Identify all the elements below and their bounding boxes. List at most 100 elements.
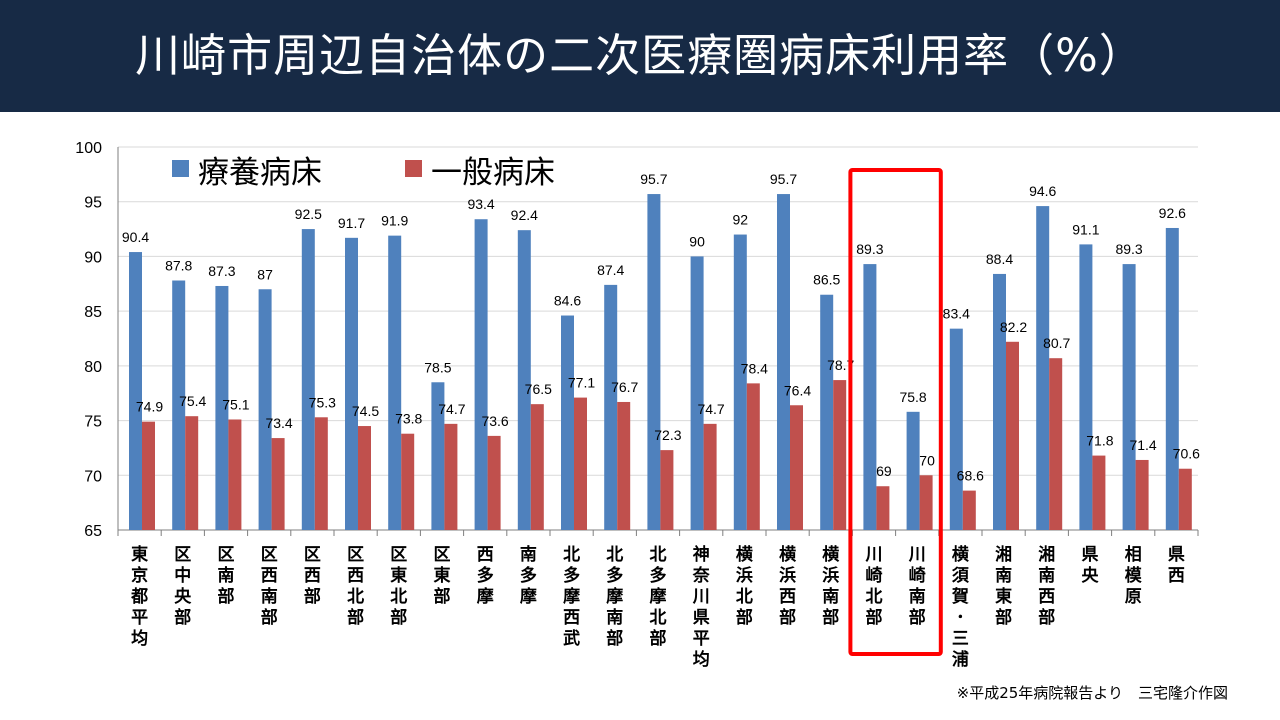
data-label-series1: 87 bbox=[257, 266, 273, 282]
data-label-series2: 75.4 bbox=[179, 393, 206, 409]
bar-series2 bbox=[962, 490, 976, 530]
bar-series2 bbox=[271, 438, 285, 530]
bar-series1 bbox=[215, 285, 229, 530]
category-label-char: 部 bbox=[261, 607, 278, 628]
category-label-char: 区 bbox=[218, 545, 235, 565]
data-label-series2: 76.5 bbox=[525, 381, 552, 397]
category-label-char: 南 bbox=[520, 544, 537, 565]
data-label-series1: 94.6 bbox=[1029, 183, 1056, 199]
source-note: ※平成25年病院報告より 三宅隆介作図 bbox=[956, 684, 1228, 702]
category-label-char: 浜 bbox=[822, 566, 839, 586]
category-label-char: 南 bbox=[606, 607, 623, 628]
bar-series2 bbox=[746, 383, 760, 530]
bar-series2 bbox=[790, 405, 803, 530]
bar-series1 bbox=[431, 382, 445, 530]
data-label-series2: 76.7 bbox=[611, 379, 638, 395]
data-label-series2: 69 bbox=[876, 463, 892, 479]
bar-series2 bbox=[1092, 455, 1106, 530]
category-label-char: 東 bbox=[995, 586, 1012, 607]
bar-series1 bbox=[1036, 206, 1050, 530]
category-label-char: 部 bbox=[909, 607, 926, 628]
category-label-char: 摩 bbox=[477, 586, 494, 607]
category-label-char: 原 bbox=[1125, 587, 1142, 607]
category-label-char: 部 bbox=[174, 607, 191, 628]
category-label-char: 都 bbox=[130, 586, 148, 607]
data-label-series1: 90 bbox=[689, 233, 705, 249]
category-label-char: 横 bbox=[952, 544, 969, 565]
bar-series1 bbox=[172, 280, 186, 530]
bar-series1 bbox=[777, 194, 790, 530]
category-label-char: 部 bbox=[218, 586, 235, 607]
category-label-char: 奈 bbox=[692, 565, 711, 586]
bar-series1 bbox=[949, 328, 963, 530]
category-label-char: 区 bbox=[304, 545, 321, 565]
data-label-series2: 73.8 bbox=[395, 411, 422, 427]
data-label-series1: 92.4 bbox=[511, 207, 538, 223]
category-label-char: 相 bbox=[1125, 544, 1142, 565]
data-label-series2: 70.6 bbox=[1173, 446, 1200, 462]
category-label-char: 区 bbox=[174, 545, 191, 565]
data-label-series2: 74.9 bbox=[136, 399, 163, 415]
title-bar bbox=[0, 0, 1280, 112]
category-label-char: 部 bbox=[779, 607, 796, 628]
category-label-char: 京 bbox=[131, 565, 148, 586]
category-label-char: 武 bbox=[563, 628, 580, 649]
data-label-series2: 68.6 bbox=[957, 468, 984, 484]
data-label-series2: 78.4 bbox=[741, 360, 768, 376]
category-label-char: 摩 bbox=[650, 586, 667, 607]
bar-series1 bbox=[388, 235, 402, 530]
bar-series1 bbox=[604, 284, 618, 530]
bar-series2 bbox=[919, 475, 933, 530]
bar-series1 bbox=[517, 230, 531, 530]
bar-series1 bbox=[1165, 227, 1179, 530]
data-label-series2: 71.8 bbox=[1086, 433, 1113, 449]
bar-series2 bbox=[401, 433, 415, 530]
bar-series1 bbox=[690, 256, 704, 530]
legend-label-series2: 一般病床 bbox=[431, 155, 555, 191]
bar-series2 bbox=[876, 486, 890, 530]
category-label-char: 川 bbox=[865, 545, 883, 565]
category-label-char: 部 bbox=[347, 607, 364, 628]
category-label-char: 東 bbox=[434, 565, 451, 586]
category-label-char: 南 bbox=[909, 586, 926, 607]
data-label-series1: 78.5 bbox=[424, 359, 451, 375]
category-label-char: 北 bbox=[650, 608, 667, 628]
bar-series2 bbox=[444, 423, 458, 530]
category-label-char: 湘 bbox=[995, 544, 1012, 565]
category-label-char: ･ bbox=[956, 608, 965, 628]
data-label-series1: 91.9 bbox=[381, 213, 408, 229]
legend-swatch-series1 bbox=[172, 160, 189, 177]
data-label-series2: 73.6 bbox=[481, 413, 508, 429]
bar-series2 bbox=[530, 404, 544, 530]
category-label-char: 南 bbox=[995, 565, 1012, 586]
bar-series1 bbox=[345, 237, 358, 530]
category-label-char: 部 bbox=[390, 607, 407, 628]
bar-series2 bbox=[833, 380, 847, 530]
category-label-char: 西 bbox=[261, 566, 278, 586]
data-label-series2: 70 bbox=[919, 452, 935, 468]
data-label-series1: 92.5 bbox=[295, 206, 322, 222]
category-label-char: 南 bbox=[218, 565, 235, 586]
category-label-char: 区 bbox=[261, 545, 278, 565]
category-label-char: 崎 bbox=[909, 565, 926, 586]
bar-series2 bbox=[1006, 341, 1019, 530]
data-label-series2: 77.1 bbox=[568, 375, 595, 391]
data-label-series1: 91.7 bbox=[338, 215, 365, 231]
data-label-series1: 75.8 bbox=[899, 389, 926, 405]
bar-series1 bbox=[561, 315, 574, 530]
bar-series1 bbox=[906, 411, 920, 530]
category-label-char: 部 bbox=[822, 607, 839, 628]
y-tick-label: 100 bbox=[75, 140, 102, 157]
category-label-char: 平 bbox=[693, 629, 710, 649]
bar-series1 bbox=[820, 294, 834, 530]
category-label-char: 北 bbox=[390, 587, 407, 607]
category-label-char: 西 bbox=[563, 608, 580, 628]
category-label-char: 西 bbox=[1038, 587, 1055, 607]
category-label-char: 川 bbox=[908, 545, 926, 565]
category-label-char: 東 bbox=[131, 544, 148, 565]
data-label-series2: 76.4 bbox=[784, 382, 811, 398]
bar-series1 bbox=[474, 219, 488, 531]
category-label-char: 川 bbox=[692, 587, 710, 607]
data-label-series1: 95.7 bbox=[770, 171, 797, 187]
data-label-series2: 74.7 bbox=[697, 401, 724, 417]
